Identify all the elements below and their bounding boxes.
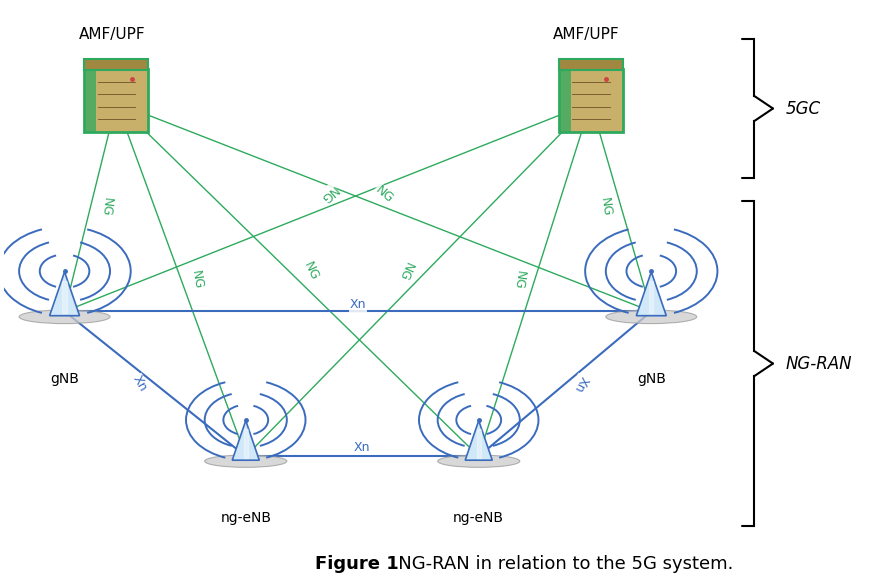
Polygon shape	[62, 281, 66, 313]
Polygon shape	[244, 429, 247, 458]
Text: Figure 1: Figure 1	[315, 555, 399, 573]
Text: NG: NG	[316, 183, 339, 205]
Text: gNB: gNB	[50, 372, 79, 386]
FancyBboxPatch shape	[559, 69, 571, 132]
Polygon shape	[477, 429, 481, 458]
Text: NG: NG	[189, 269, 205, 290]
Ellipse shape	[438, 455, 520, 467]
FancyBboxPatch shape	[559, 59, 623, 70]
Polygon shape	[636, 272, 666, 316]
Text: NG-RAN in relation to the 5G system.: NG-RAN in relation to the 5G system.	[381, 555, 733, 573]
Text: Xn: Xn	[350, 298, 366, 311]
Text: gNB: gNB	[637, 372, 666, 386]
Text: NG-RAN: NG-RAN	[786, 355, 852, 373]
Text: NG: NG	[396, 259, 415, 282]
Ellipse shape	[606, 310, 697, 323]
Ellipse shape	[19, 310, 110, 323]
Text: Xn: Xn	[130, 373, 149, 394]
FancyBboxPatch shape	[85, 69, 96, 132]
Text: AMF/UPF: AMF/UPF	[553, 27, 620, 42]
Text: 5GC: 5GC	[786, 99, 821, 118]
Text: NG: NG	[301, 259, 321, 282]
Text: NG: NG	[372, 183, 395, 205]
Text: AMF/UPF: AMF/UPF	[79, 27, 145, 42]
Text: Xn: Xn	[354, 441, 371, 454]
Polygon shape	[50, 272, 80, 316]
Text: Xn: Xn	[571, 373, 590, 394]
Text: NG: NG	[598, 197, 614, 218]
Polygon shape	[465, 420, 492, 460]
Text: NG: NG	[511, 269, 527, 290]
Text: ng-eNB: ng-eNB	[220, 512, 271, 525]
FancyBboxPatch shape	[85, 59, 149, 70]
Polygon shape	[232, 420, 260, 460]
Polygon shape	[649, 281, 654, 313]
FancyBboxPatch shape	[85, 69, 149, 132]
Ellipse shape	[205, 455, 287, 467]
FancyBboxPatch shape	[559, 69, 623, 132]
Text: NG: NG	[99, 197, 114, 218]
Text: ng-eNB: ng-eNB	[454, 512, 504, 525]
